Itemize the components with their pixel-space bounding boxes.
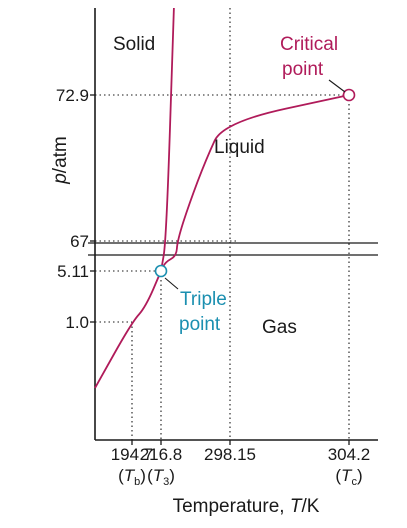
region-gas-label: Gas [262, 317, 297, 338]
critical-point-label-line1: Critical [280, 34, 338, 55]
fusion-curve [160, 7, 175, 272]
x-tick-sublabel-304.2: (Tc) [335, 466, 362, 488]
x-tick-label-216.8: 216.8 [140, 445, 183, 464]
y-tick-label-67: 67 [70, 232, 89, 251]
x-tick-label-298.15: 298.15 [204, 445, 256, 464]
triple-point-marker [154, 264, 168, 278]
sublimation-curve [94, 270, 162, 389]
x-tick-label-194.7: 194.7 [111, 445, 154, 464]
x-tick-sublabel-194.7: (Tb) [118, 466, 146, 488]
triple-point-leader [164, 277, 179, 290]
critical-point-label-line2: point [282, 59, 324, 80]
critical-point-marker [342, 88, 356, 102]
y-tick-label-5.11: 5.11 [57, 262, 89, 281]
region-solid-label: Solid [113, 34, 155, 55]
triple-point-label-line2: point [179, 314, 221, 335]
x-tick-sublabel-216.8: (T3) [147, 466, 175, 488]
x-tick-label-304.2: 304.2 [328, 445, 371, 464]
y-axis-label: p/atm [50, 136, 71, 185]
x-axis-label: Temperature, T/K [173, 496, 320, 517]
y-tick-label-1.0: 1.0 [65, 313, 89, 332]
vaporization-curve [160, 94, 350, 272]
critical-point-leader [328, 79, 346, 93]
region-liquid-label: Liquid [214, 137, 265, 158]
triple-point-label-line1: Triple [180, 289, 227, 310]
y-tick-label-72.9: 72.9 [56, 86, 89, 105]
